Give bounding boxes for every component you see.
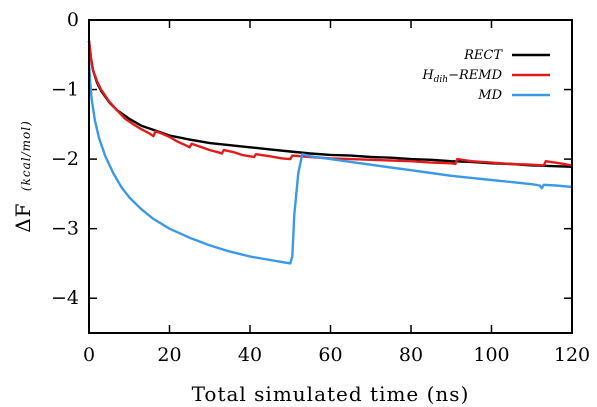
y-axis-label: ΔF (kcal/mol) <box>11 120 35 233</box>
x-tick-label: 80 <box>399 344 423 366</box>
series-line-md <box>87 61 573 265</box>
x-axis-label: Total simulated time (ns) <box>192 382 470 406</box>
ticks: 0 20 40 60 80 100 120 0 −1 −2 −3 −4 <box>51 9 590 366</box>
series-line-hdih-remd <box>87 40 573 167</box>
x-tick-label: 0 <box>83 344 95 366</box>
y-tick-label: −3 <box>51 218 79 240</box>
legend-label: RECT <box>463 48 503 63</box>
x-tick-label: 120 <box>554 344 590 366</box>
series-layer <box>87 40 573 265</box>
x-tick-label: 60 <box>318 344 342 366</box>
y-tick-label: −1 <box>51 79 79 101</box>
y-tick-label: 0 <box>67 9 79 31</box>
y-axis-label-main: ΔF <box>11 202 35 232</box>
legend-label: Hdih−REMD <box>421 68 502 85</box>
x-tick-label: 40 <box>238 344 262 366</box>
legend-label: MD <box>477 88 502 103</box>
legend: RECT Hdih−REMD MD <box>421 48 550 103</box>
plot-frame <box>88 19 573 334</box>
y-tick-label: −4 <box>51 287 79 309</box>
x-tick-label: 100 <box>473 344 509 366</box>
y-axis-label-unit: (kcal/mol) <box>19 120 33 191</box>
x-tick-label: 20 <box>157 344 181 366</box>
y-tick-label: −2 <box>51 148 79 170</box>
